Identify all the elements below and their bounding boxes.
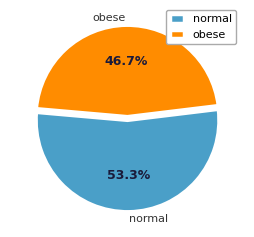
Text: obese: obese (92, 13, 125, 23)
Wedge shape (36, 109, 218, 212)
Legend: normal, obese: normal, obese (165, 10, 235, 44)
Text: normal: normal (129, 214, 168, 224)
Text: 46.7%: 46.7% (104, 55, 148, 68)
Wedge shape (36, 25, 217, 117)
Text: 53.3%: 53.3% (106, 169, 150, 182)
